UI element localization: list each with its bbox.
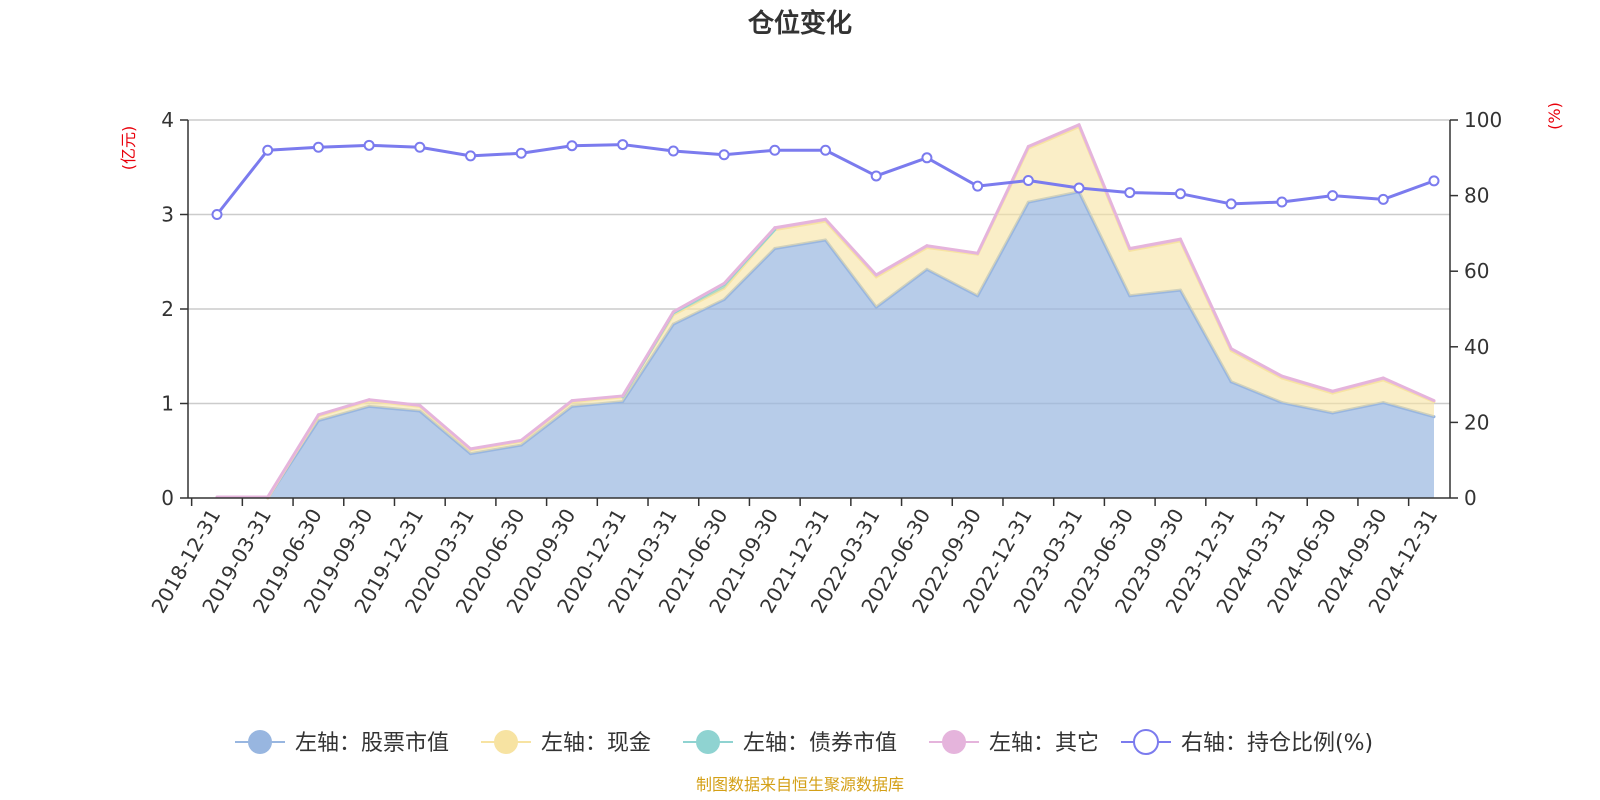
area-edge-segment [773,217,827,230]
area-edge-segment [874,244,929,277]
area-edge-segment [316,398,371,417]
area-edge-segment [722,226,777,285]
right-axis-tick-label: 60 [1464,259,1489,283]
holding-ratio-point [414,141,426,153]
holding-ratio-point [617,139,629,151]
legend-marker [942,730,966,754]
area-edge-segment [621,310,675,398]
left-axis-tick-label: 2 [161,297,174,321]
area-edge-segment [824,217,878,277]
left-axis-tick-label: 3 [161,203,174,227]
legend-marker [494,730,518,754]
right-axis-tick-label: 20 [1464,410,1489,434]
area-edge-segment [671,281,726,314]
legend-label: 左轴：债券市值 [743,731,897,756]
legend: 左轴：股票市值 左轴：现金 左轴：债券市值 左轴：其它 右轴：持仓比例(%) [235,729,1373,756]
area-series-3 [215,123,1436,499]
area-edge-segment [367,398,422,407]
holding-ratio-point [1276,196,1288,208]
legend-item: 左轴：现金 [481,730,651,756]
area-edge-segment [1229,347,1284,378]
left-axis-tick-label: 1 [161,392,174,416]
area-fill [217,191,1434,498]
area-edge-segment [519,399,574,442]
holding-ratio-point [1174,188,1186,200]
area-edge-segment [1077,123,1132,251]
legend-label: 左轴：股票市值 [295,731,449,756]
holding-ratio-point [769,144,781,156]
holding-ratio-point [820,144,831,156]
left-axis-tick-label: 0 [161,486,174,510]
legend-marker [696,730,720,754]
area-edge-segment [469,438,523,451]
area-edge-segment [570,394,625,403]
legend-marker [1133,729,1159,755]
legend-item: 左轴：其它 [929,730,1099,756]
source-note: 制图数据来自恒生聚源数据库 [696,775,904,794]
left-axis-tick-label: 4 [161,108,174,132]
right-axis-tick-label: 80 [1464,184,1489,208]
holding-ratio-line [211,139,1440,220]
area-edge-segment [266,413,320,499]
holding-ratio-point [1124,187,1136,199]
holding-ratio-point [1225,198,1237,210]
holding-ratio-point [363,139,375,151]
holding-ratio-point [211,209,223,220]
legend-label: 左轴：其它 [989,731,1099,756]
holding-ratio-point [1073,182,1085,194]
holding-ratio-point [972,180,984,192]
legend-item: 左轴：股票市值 [235,730,449,756]
area-edge-segment [1331,376,1385,393]
holding-ratio-point [1377,193,1389,205]
holding-ratio-point [1428,175,1440,187]
holding-ratio-point [515,147,527,159]
legend-label: 左轴：现金 [541,731,651,756]
area-edge-segment [1178,237,1233,351]
holding-ratio-point [1327,190,1339,202]
stacked-areas [215,123,1436,500]
holding-ratio-point [870,170,882,182]
area-edge-segment [1280,374,1335,393]
area-edge-segment [1381,376,1436,403]
area-edge-segment [925,244,980,255]
chart-title: 仓位变化 [747,8,852,39]
right-axis-unit: (%) [1545,102,1564,130]
holding-ratio-point [566,140,578,152]
holding-ratio-point [1022,174,1034,186]
legend-item: 左轴：债券市值 [683,730,897,756]
legend-label: 右轴：持仓比例(%) [1181,731,1373,756]
holding-ratio-point [667,145,679,157]
right-axis-tick-label: 100 [1464,108,1502,132]
holding-ratio-point [465,150,477,162]
holding-ratio-point [312,141,324,153]
holding-ratio-point [718,149,730,161]
area-edge-segment [1128,237,1182,251]
area-edge-segment [976,144,1030,255]
legend-item: 右轴：持仓比例(%) [1121,729,1373,756]
right-axis-tick-label: 40 [1464,335,1489,359]
holding-ratio-point [262,144,274,156]
right-axis-tick-label: 0 [1464,486,1477,510]
holding-ratio-point [921,152,933,164]
left-axis-unit: (亿元) [119,126,138,171]
area-edge-segment [1026,123,1081,148]
area-edge-segment [418,403,473,451]
legend-marker [248,730,272,754]
